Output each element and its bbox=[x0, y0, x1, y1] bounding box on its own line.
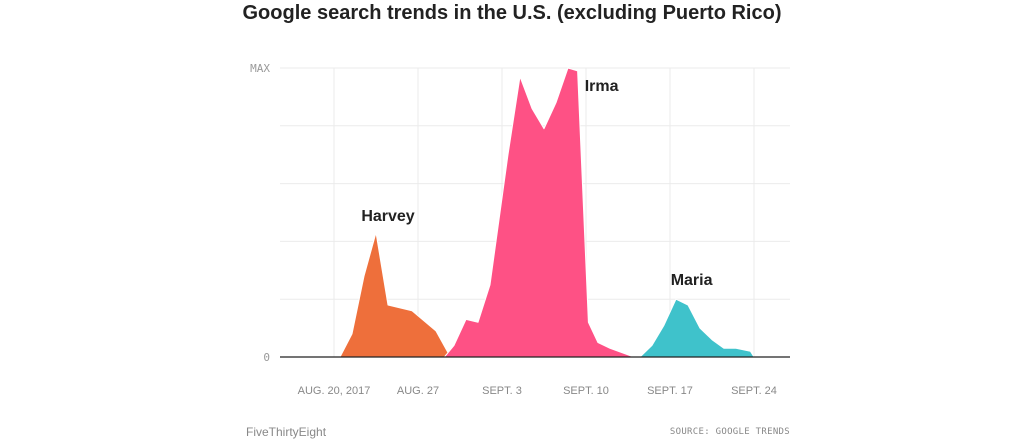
label-irma: Irma bbox=[585, 78, 619, 95]
x-tick-label: AUG. 27 bbox=[397, 385, 439, 397]
x-tick-label: AUG. 20, 2017 bbox=[298, 385, 371, 397]
x-tick-label: SEPT. 10 bbox=[563, 385, 609, 397]
series-labels: Harvey Irma Maria bbox=[361, 78, 712, 289]
source-footer: SOURCE: GOOGLE TRENDS bbox=[669, 427, 790, 437]
chart-title: Google search trends in the U.S. (exclud… bbox=[242, 2, 782, 24]
area-irma bbox=[443, 67, 635, 358]
area-maria bbox=[639, 298, 755, 358]
area-harvey bbox=[315, 232, 451, 358]
brand-footer: FiveThirtyEight bbox=[246, 425, 327, 439]
x-tick-label: SEPT. 17 bbox=[647, 385, 693, 397]
y-tick-label: MAX bbox=[250, 62, 270, 75]
axes: 0 MAX AUG. 20, 2017 AUG. 27 SEPT. 3 SEPT. 10 S… bbox=[250, 62, 790, 397]
label-harvey: Harvey bbox=[361, 208, 414, 225]
series-areas bbox=[315, 67, 755, 358]
x-tick-label: SEPT. 24 bbox=[731, 385, 777, 397]
y-tick-label: 0 bbox=[263, 351, 270, 364]
label-maria: Maria bbox=[671, 272, 713, 289]
x-tick-label: SEPT. 3 bbox=[482, 385, 522, 397]
